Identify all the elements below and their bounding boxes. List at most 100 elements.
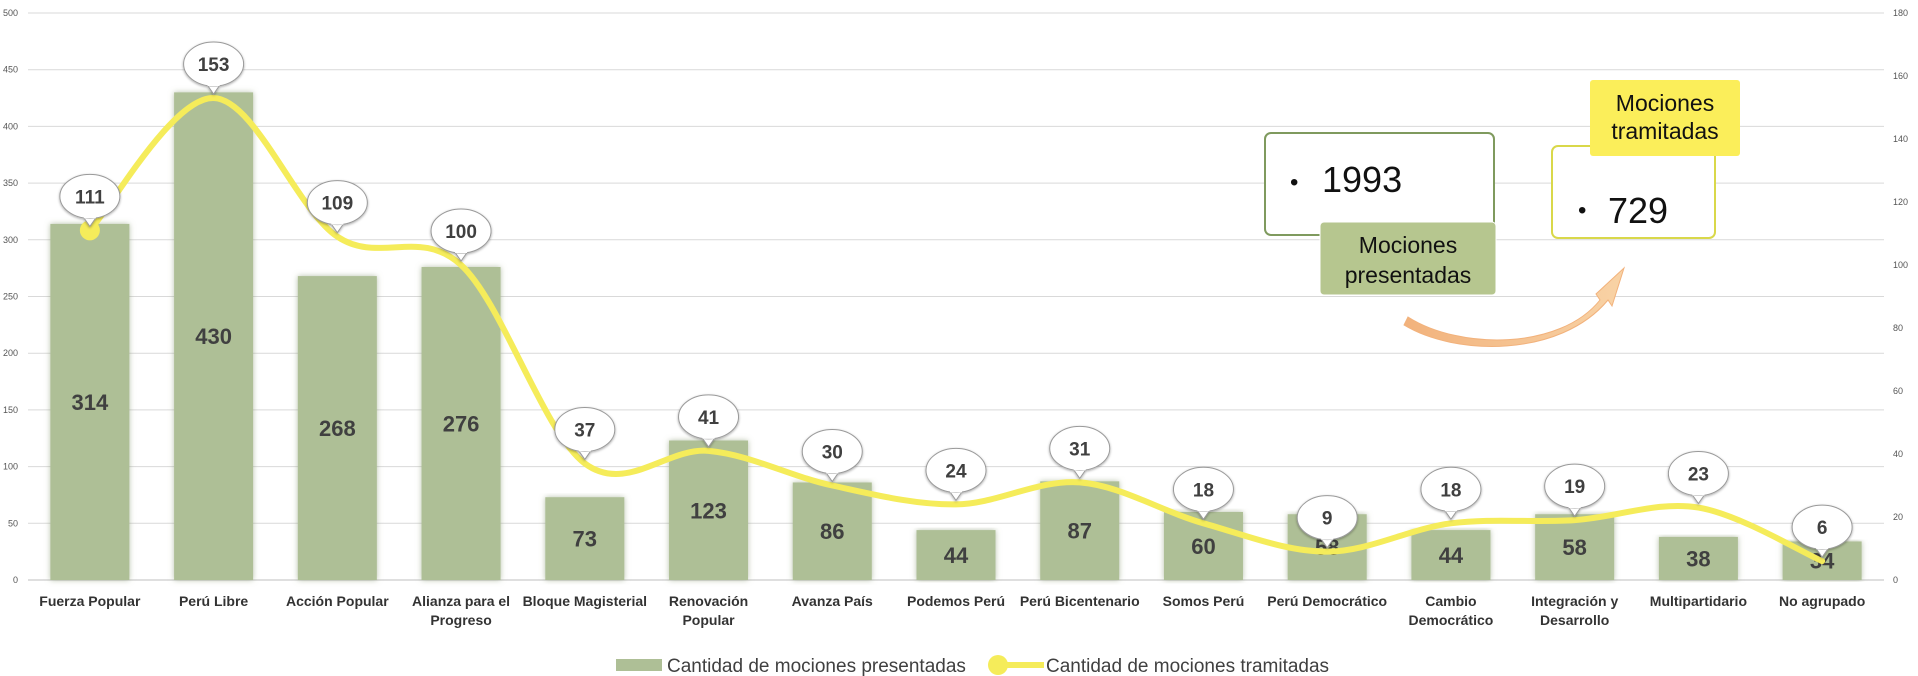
bar [1411, 530, 1491, 580]
left-tick-label: 0 [13, 575, 18, 585]
line-value-label: 37 [574, 420, 595, 441]
line-value-label: 30 [822, 443, 843, 464]
bar-value-label: 123 [690, 498, 727, 523]
bar [669, 440, 749, 580]
category-label: Fuerza Popular [39, 593, 141, 609]
category-label: Podemos Perú [907, 593, 1005, 609]
right-axis-ticks: 0 20 40 60 80 100 120 140 160 180 [1893, 8, 1908, 585]
category-label: Democrático [1409, 612, 1494, 628]
left-tick-label: 100 [3, 462, 18, 472]
line-value-label: 24 [945, 461, 967, 482]
category-label: Bloque Magisterial [523, 593, 647, 609]
presented-bullet: • [1290, 169, 1298, 196]
processed-bullet: • [1578, 197, 1586, 224]
category-label: Alianza para el [412, 593, 510, 609]
callout-join [950, 487, 962, 493]
bar [1658, 536, 1738, 580]
category-label: Progreso [430, 612, 491, 628]
callout-join [207, 81, 220, 87]
line-value-label: 23 [1688, 465, 1709, 486]
bar-value-label: 38 [1686, 546, 1710, 571]
legend-label-bar: Cantidad de mociones presentadas [667, 656, 966, 676]
category-label: No agrupado [1779, 593, 1865, 609]
processed-label-box [1590, 80, 1740, 156]
bar-value-label: 430 [195, 324, 232, 349]
right-tick-label: 120 [1893, 197, 1908, 207]
left-tick-label: 350 [3, 178, 18, 188]
callout-join [1197, 506, 1210, 512]
left-axis-ticks: 0 50 100 150 200 250 300 350 400 450 500 [3, 8, 18, 585]
callout-join [1073, 465, 1086, 471]
callout: 31 [1049, 425, 1111, 480]
callout-join [1321, 534, 1334, 540]
bar [1040, 481, 1120, 580]
bar [1535, 514, 1615, 580]
right-tick-label: 100 [1893, 260, 1908, 270]
right-tick-label: 80 [1893, 323, 1903, 333]
line-value-label: 6 [1817, 518, 1828, 539]
callout: 30 [801, 429, 863, 483]
callout: 9 [1296, 495, 1358, 549]
bar [916, 530, 996, 580]
category-labels: Fuerza Popular Perú Libre Acción Popular Al… [39, 593, 1865, 628]
category-label: Perú Libre [179, 593, 248, 609]
bar [421, 267, 501, 580]
legend-label-line: Cantidad de mociones tramitadas [1046, 656, 1329, 676]
callout: 24 [925, 447, 987, 502]
line-value-label: 18 [1440, 480, 1461, 501]
bar [50, 223, 130, 580]
callout-join [331, 219, 344, 225]
bar-value-label: 44 [1439, 543, 1464, 568]
line-value-label: 109 [321, 194, 353, 215]
legend: Cantidad de mociones presentadas Cantida… [616, 655, 1329, 676]
presented-label-line1: Mociones [1359, 232, 1457, 258]
left-tick-label: 400 [3, 121, 18, 131]
right-tick-label: 160 [1893, 71, 1908, 81]
legend-swatch-bar [616, 659, 662, 671]
line-value-label: 41 [698, 408, 720, 429]
category-label: Acción Popular [286, 593, 389, 609]
line-value-callouts: 111 153 109 100 37 41 30 24 31 18 9 18 19 23 6 [59, 41, 1853, 558]
callout: 111 [59, 173, 121, 228]
right-tick-label: 140 [1893, 134, 1908, 144]
line-value-label: 9 [1322, 509, 1333, 530]
callout: 6 [1791, 504, 1853, 558]
line-value-label: 18 [1193, 480, 1214, 501]
line-value-label: 19 [1564, 477, 1585, 498]
category-label: Cambio [1425, 593, 1476, 609]
callout-join [1692, 490, 1705, 496]
right-tick-label: 40 [1893, 449, 1903, 459]
curved-arrow [1403, 266, 1626, 347]
callout: 153 [183, 41, 245, 95]
callout: 18 [1172, 466, 1234, 521]
category-label: Renovación [669, 593, 748, 609]
bar-value-label: 314 [72, 390, 109, 415]
category-label: Somos Perú [1163, 593, 1245, 609]
callout: 19 [1544, 463, 1606, 518]
line-marker [79, 220, 100, 241]
summary-presented: • 1993 Mociones presentadas [1264, 132, 1497, 296]
bar [297, 276, 377, 580]
callout-join [1444, 506, 1457, 512]
callout-join [83, 213, 96, 219]
line-value-label: 31 [1069, 439, 1091, 460]
category-label: Perú Democrático [1267, 593, 1387, 609]
right-tick-label: 20 [1893, 512, 1903, 522]
line-value-label: 153 [198, 55, 230, 76]
callout: 100 [430, 208, 492, 262]
left-tick-label: 150 [3, 405, 18, 415]
presented-value: 1993 [1322, 159, 1402, 200]
presented-label-box [1319, 221, 1497, 296]
left-tick-label: 200 [3, 348, 18, 358]
bar-value-label: 44 [944, 543, 969, 568]
right-tick-label: 180 [1893, 8, 1908, 18]
bar-value-label: 268 [319, 416, 356, 441]
callout-join [826, 468, 839, 474]
left-tick-label: 500 [3, 8, 18, 18]
bar [792, 482, 872, 580]
category-label: Popular [682, 612, 735, 628]
processed-label-line2: tramitadas [1611, 118, 1718, 144]
bar-value-label: 58 [1562, 535, 1586, 560]
processed-value: 729 [1608, 190, 1668, 231]
bar-value-label: 87 [1067, 519, 1091, 544]
